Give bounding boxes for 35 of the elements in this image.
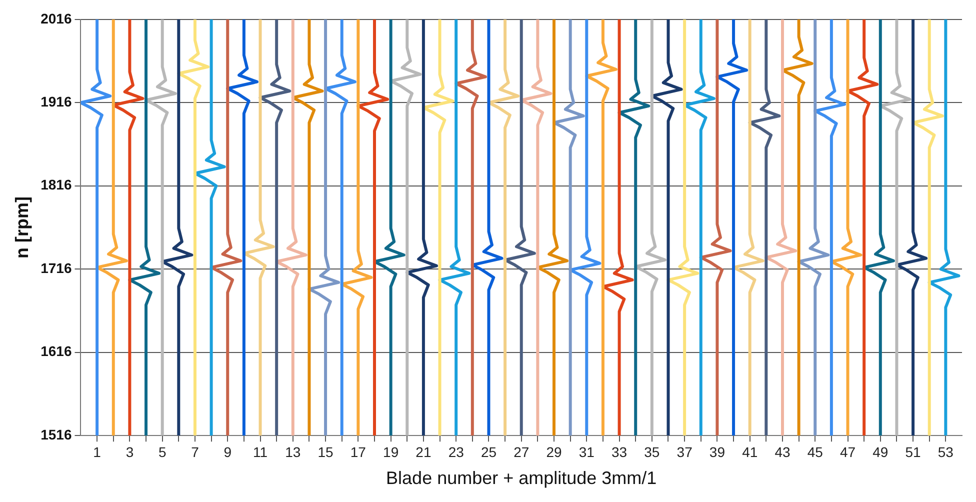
x-tick-label: 45	[807, 444, 824, 460]
x-tick-label: 35	[644, 444, 660, 460]
x-tick-label: 29	[546, 444, 562, 460]
x-tick-label: 19	[383, 444, 399, 460]
y-tick-label: 1716	[40, 260, 72, 276]
x-tick-label: 39	[709, 444, 726, 460]
x-tick-label: 5	[158, 444, 166, 460]
x-tick-label: 33	[612, 444, 628, 460]
x-tick-label: 41	[742, 444, 758, 460]
x-tick-label: 13	[285, 444, 301, 460]
y-tick-label: 1816	[40, 176, 72, 193]
x-tick-label: 27	[514, 444, 530, 460]
x-tick-label: 15	[318, 444, 334, 460]
x-tick-label: 49	[872, 444, 888, 460]
x-axis-title: Blade number + amplitude 3mm/1	[386, 468, 657, 488]
x-tick-label: 21	[416, 444, 432, 460]
x-tick-label: 51	[905, 444, 922, 460]
x-tick-label: 17	[350, 444, 366, 460]
x-tick-label: 11	[252, 444, 268, 460]
y-tick-label: 1616	[40, 343, 72, 360]
y-axis-title: n [rpm]	[12, 196, 32, 258]
x-tick-label: 25	[480, 444, 497, 460]
x-tick-label: 37	[676, 444, 693, 460]
x-tick-label: 7	[191, 444, 200, 460]
x-tick-label: 23	[448, 444, 464, 460]
y-tick-label: 1916	[40, 94, 72, 110]
x-tick-label: 47	[840, 444, 856, 460]
x-tick-label: 1	[93, 444, 102, 460]
x-tick-label: 31	[578, 444, 595, 460]
x-tick-label: 3	[126, 444, 134, 460]
x-tick-label: 53	[938, 444, 954, 460]
x-tick-label: 43	[774, 444, 790, 460]
y-tick-label: 1516	[40, 426, 72, 442]
x-tick-label: 9	[224, 444, 232, 460]
y-tick-label: 2016	[40, 10, 72, 26]
